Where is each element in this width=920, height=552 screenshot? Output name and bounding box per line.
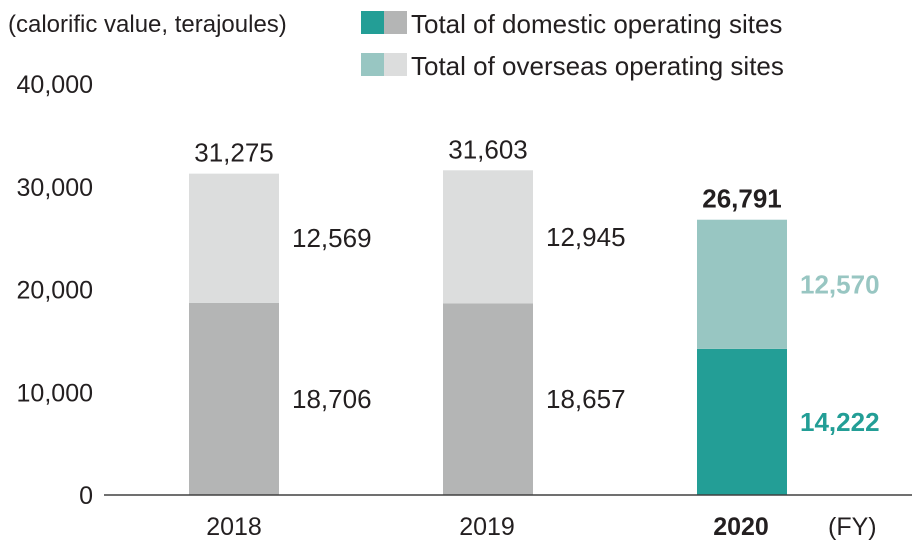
legend-item-domestic: Total of domestic operating sites: [361, 9, 782, 39]
data-label-overseas: 12,570: [800, 269, 880, 299]
value-labels: 18,706 12,569 31,275 18,657 12,945 31,603 14,2…: [194, 134, 879, 437]
bar-overseas: [189, 173, 279, 303]
x-tick-label: 2018: [206, 513, 262, 541]
legend-swatch-overseas-highlight: [361, 53, 384, 76]
bars: [189, 170, 787, 495]
x-tick-label: 2019: [459, 513, 515, 541]
y-tick-label: 20,000: [17, 277, 93, 305]
legend-label-overseas: Total of overseas operating sites: [411, 51, 784, 81]
bar-domestic: [697, 348, 787, 495]
data-label-domestic: 14,222: [800, 407, 880, 437]
data-label-overseas: 12,569: [292, 223, 372, 253]
legend-swatch-domestic-muted: [384, 11, 407, 34]
legend: Total of domestic operating sites Total …: [361, 9, 784, 81]
bar-overseas: [697, 219, 787, 349]
data-label-domestic: 18,657: [546, 384, 626, 414]
data-label-total: 31,275: [194, 138, 274, 168]
legend-item-overseas: Total of overseas operating sites: [361, 51, 784, 81]
data-label-total: 26,791: [702, 184, 782, 214]
unit-label: (calorific value, terajoules): [8, 11, 287, 38]
bar-domestic: [443, 303, 533, 495]
y-tick-label: 30,000: [17, 174, 93, 202]
legend-swatch-domestic-highlight: [361, 11, 384, 34]
x-tick-label: 2020: [713, 513, 769, 541]
y-tick-label: 40,000: [17, 71, 93, 99]
x-axis: 2018 2019 2020: [104, 494, 912, 541]
x-unit-label: (FY): [828, 513, 877, 541]
legend-label-domestic: Total of domestic operating sites: [411, 9, 782, 39]
bar-domestic: [189, 302, 279, 495]
y-tick-label: 0: [79, 482, 93, 510]
data-label-total: 31,603: [448, 134, 528, 164]
bar-overseas: [443, 170, 533, 304]
y-axis: 0 10,000 20,000 30,000 40,000: [17, 71, 93, 510]
legend-swatch-overseas-muted: [384, 53, 407, 76]
data-label-overseas: 12,945: [546, 222, 626, 252]
data-label-domestic: 18,706: [292, 384, 372, 414]
y-tick-label: 10,000: [17, 379, 93, 407]
